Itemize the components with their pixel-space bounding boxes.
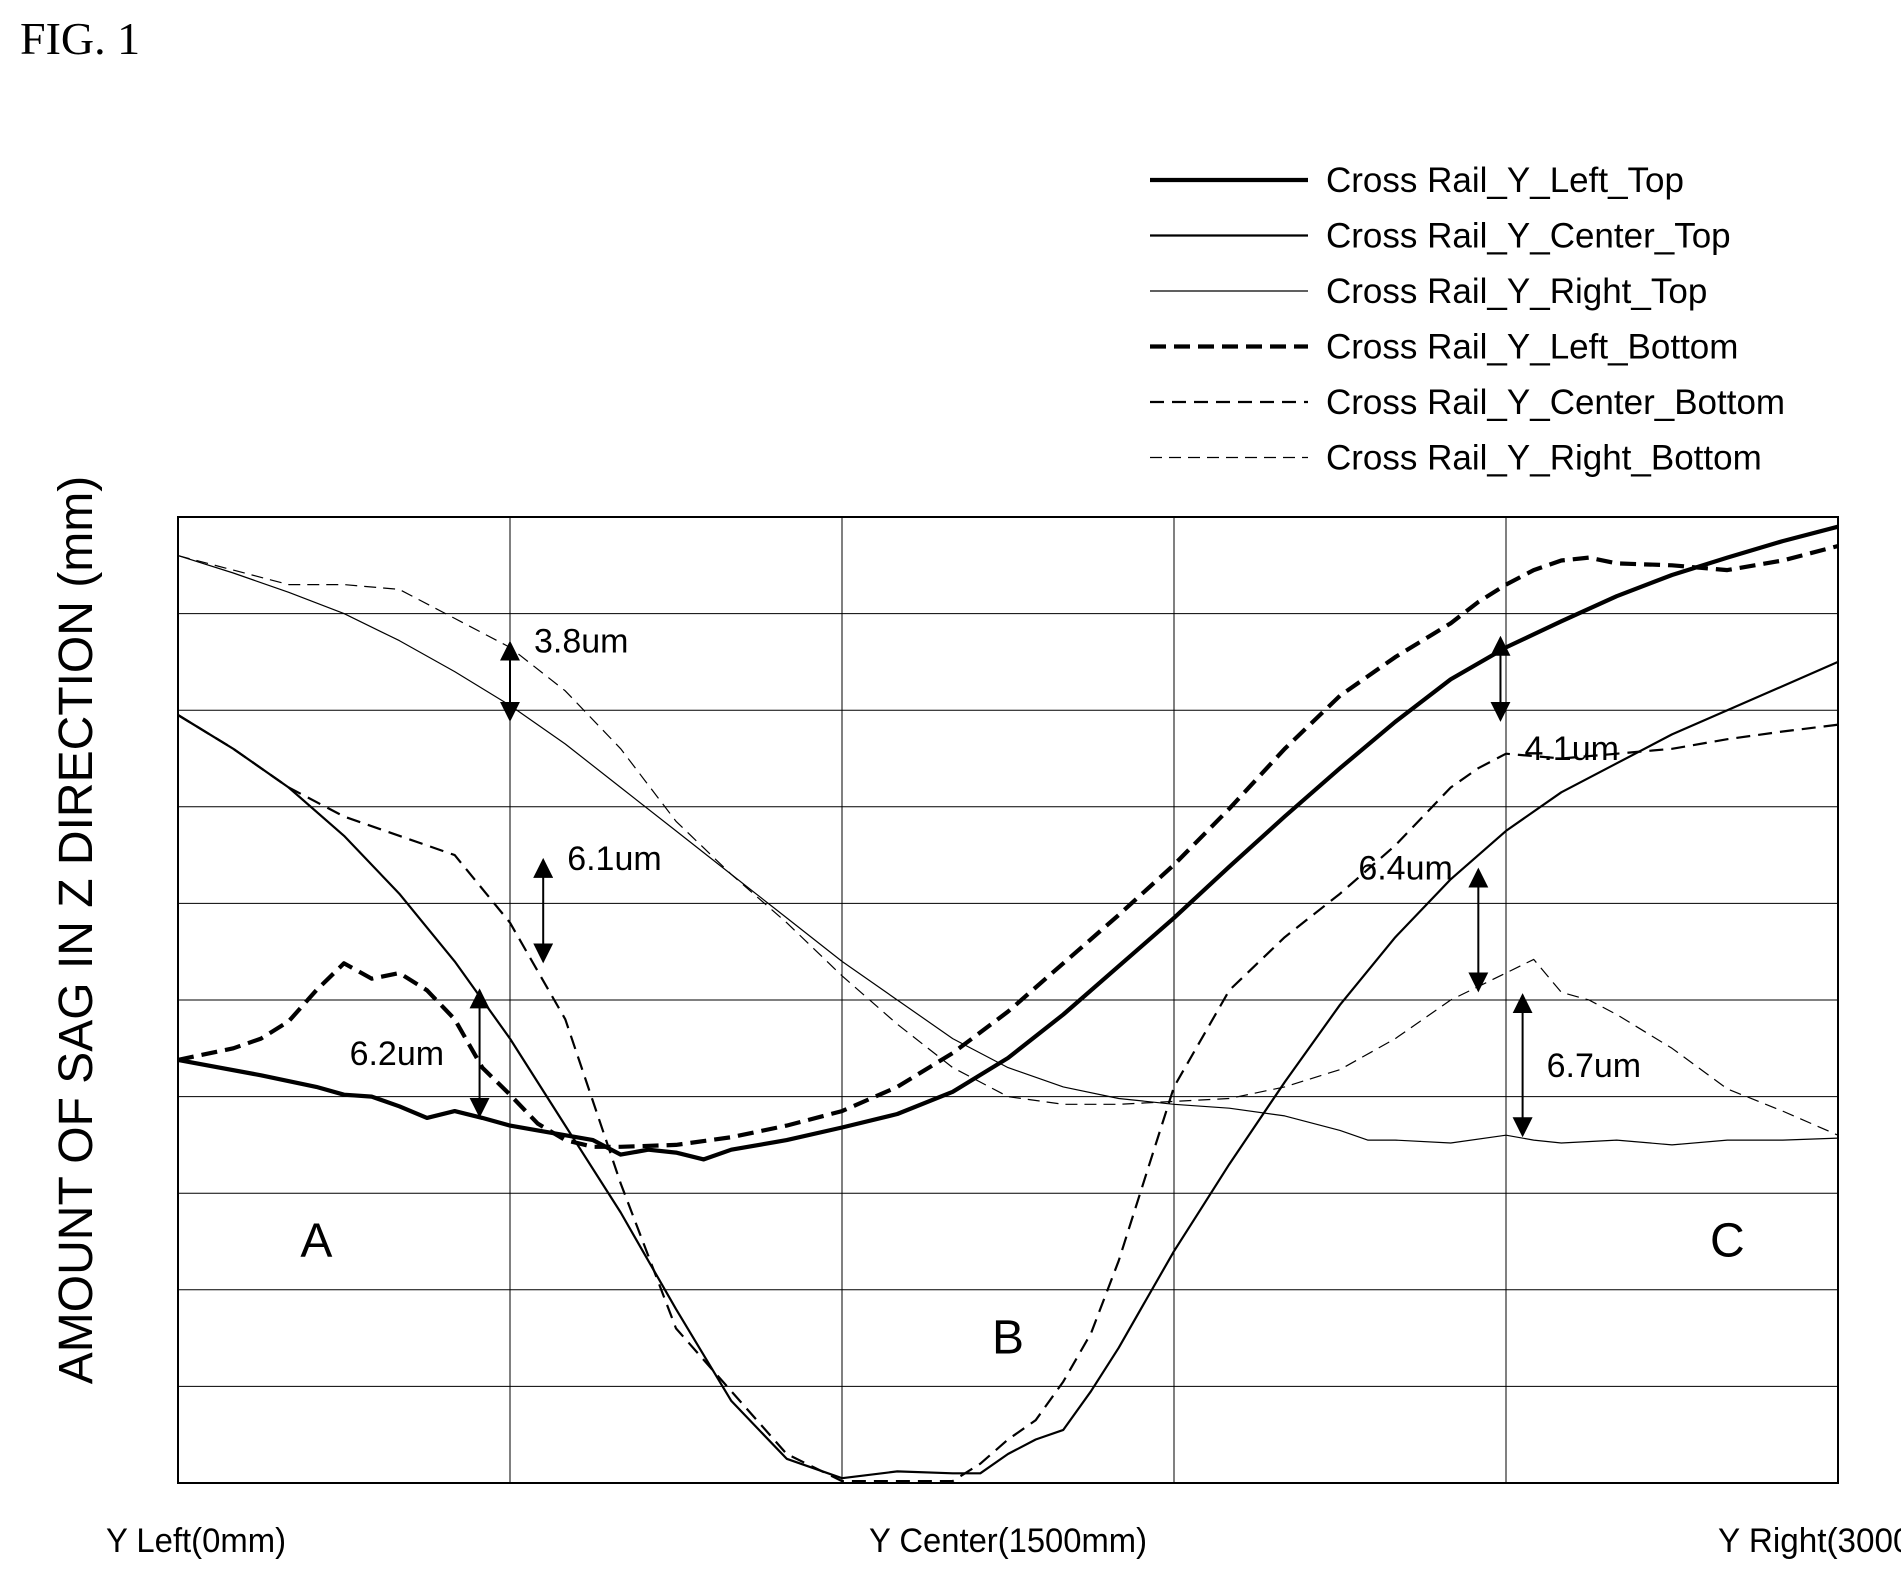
legend-label: Cross Rail_Y_Right_Bottom	[1326, 439, 1762, 478]
region-label: B	[992, 1311, 1024, 1364]
region-labels: A B C	[300, 1215, 1744, 1365]
x-tick-label: Y Center(1500mm)	[869, 1522, 1147, 1560]
region-label: A	[300, 1215, 332, 1268]
legend-label: Cross Rail_Y_Center_Top	[1326, 217, 1731, 256]
legend-label: Cross Rail_Y_Right_Top	[1326, 272, 1707, 311]
annotation-label: 6.7um	[1547, 1047, 1642, 1085]
x-tick-label: Y Left(0mm)	[106, 1522, 286, 1560]
region-label: C	[1710, 1215, 1745, 1268]
annotation-label: 6.1um	[567, 840, 662, 878]
grid	[178, 517, 1838, 1483]
legend: Cross Rail_Y_Left_Top Cross Rail_Y_Center…	[1150, 161, 1785, 478]
y-axis-label: AMOUNT OF SAG IN Z DIRECTION (mm)	[50, 476, 103, 1384]
series-line-cross-rail-y-right-top	[177, 555, 1839, 1146]
series-line-cross-rail-y-left-bottom	[177, 543, 1839, 1149]
annotation-layer: 3.8um 6.1um 6.2um 4.1um 6.4um 6.7um	[350, 623, 1642, 1138]
series-line-cross-rail-y-center-top	[177, 660, 1839, 1480]
legend-label: Cross Rail_Y_Left_Top	[1326, 161, 1684, 200]
annotation-label: 6.4um	[1358, 850, 1453, 888]
plot-frame	[177, 516, 1839, 1484]
annotation-label: 4.1um	[1524, 730, 1619, 768]
x-tick-label: Y Right(3000mm)	[1718, 1522, 1901, 1560]
annotation-label: 3.8um	[534, 623, 629, 661]
legend-label: Cross Rail_Y_Center_Bottom	[1326, 383, 1785, 422]
series-line-cross-rail-y-right-bottom	[177, 555, 1839, 1136]
figure-label: FIG. 1	[20, 13, 141, 64]
x-tick-labels: Y Left(0mm) Y Center(1500mm) Y Right(3000m…	[106, 1522, 1901, 1560]
annotation-label: 6.2um	[350, 1035, 445, 1073]
legend-label: Cross Rail_Y_Left_Bottom	[1326, 328, 1738, 367]
series-line-cross-rail-y-center-bottom	[177, 714, 1839, 1483]
